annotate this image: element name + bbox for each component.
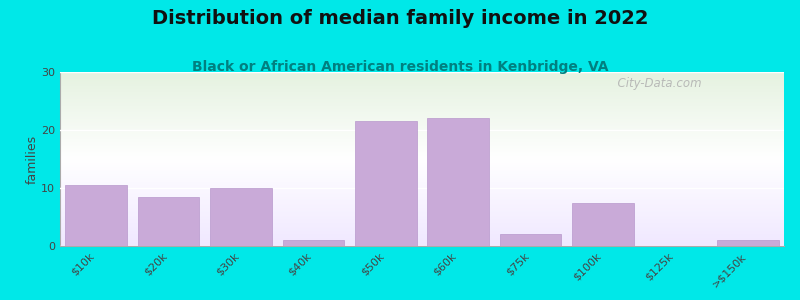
Bar <box>427 118 489 246</box>
Bar <box>282 240 344 246</box>
Text: City-Data.com: City-Data.com <box>610 77 702 90</box>
Bar <box>210 188 272 246</box>
Y-axis label: families: families <box>26 134 38 184</box>
Bar <box>66 185 127 246</box>
Bar <box>500 234 562 246</box>
Bar <box>355 121 417 246</box>
Bar <box>572 202 634 246</box>
Bar <box>138 197 199 246</box>
Text: Black or African American residents in Kenbridge, VA: Black or African American residents in K… <box>192 60 608 74</box>
Bar <box>717 240 778 246</box>
Text: Distribution of median family income in 2022: Distribution of median family income in … <box>152 9 648 28</box>
